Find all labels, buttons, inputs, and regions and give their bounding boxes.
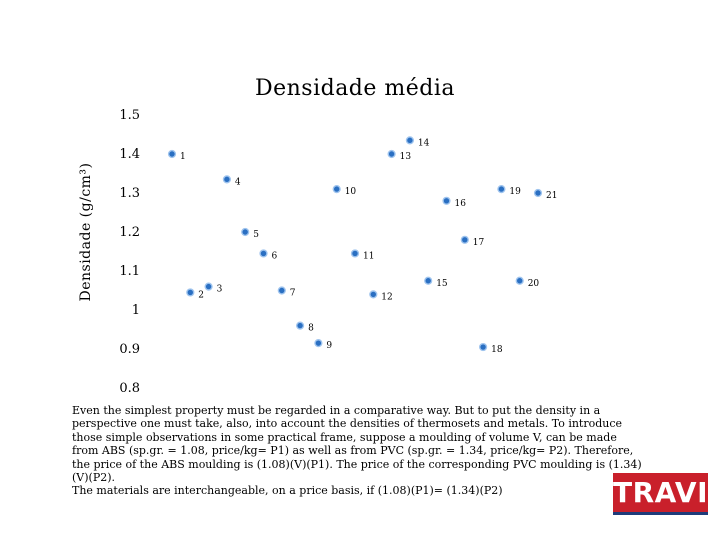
y-tick-label: 1.4 [119, 147, 140, 162]
data-point-label: 16 [455, 199, 467, 209]
data-point-label: 12 [381, 292, 392, 302]
data-point-marker [222, 175, 232, 184]
data-point: 15 [424, 276, 448, 289]
data-point-label: 19 [509, 187, 521, 197]
data-point: 19 [497, 185, 521, 197]
data-point-label: 2 [198, 290, 204, 300]
data-point: 14 [405, 136, 430, 148]
y-tick-label: 0.8 [119, 381, 140, 396]
data-point-marker [387, 149, 396, 159]
data-point-marker [369, 290, 378, 299]
data-point: 16 [442, 196, 467, 209]
data-point-marker [350, 249, 360, 258]
data-point: 2 [186, 288, 204, 300]
data-point: 18 [479, 342, 503, 355]
data-point-marker [296, 321, 305, 330]
data-point-label: 15 [436, 279, 448, 289]
data-point-marker [186, 288, 195, 297]
data-point-marker [497, 185, 506, 194]
data-point-marker [479, 342, 488, 352]
body-paragraph-2: The materials are interchangeable, on a … [72, 484, 503, 498]
data-point: 10 [332, 185, 357, 197]
y-tick-label: 1.2 [119, 225, 140, 240]
data-point: 1 [167, 149, 186, 162]
data-point-marker [277, 286, 286, 295]
y-tick-label: 1.1 [119, 264, 140, 279]
data-point: 8 [296, 321, 314, 334]
body-paragraph-1: Even the simplest property must be regar… [72, 404, 642, 485]
data-point-label: 18 [491, 345, 503, 355]
data-point: 13 [387, 149, 412, 162]
data-point-label: 4 [235, 177, 241, 187]
data-point: 21 [533, 188, 557, 201]
data-point: 4 [222, 175, 241, 187]
body-text: Even the simplest property must be regar… [72, 404, 642, 498]
data-point-label: 21 [546, 191, 557, 201]
data-point: 9 [314, 339, 332, 351]
data-point-marker [442, 196, 451, 205]
y-tick-label: 1.3 [119, 186, 140, 201]
data-point: 5 [241, 227, 259, 240]
travi-logo: TRAVI [613, 473, 708, 515]
data-point: 11 [350, 249, 374, 261]
data-point-marker [332, 185, 341, 194]
data-point-marker [259, 249, 268, 258]
data-point-label: 8 [308, 324, 314, 334]
data-point-marker [515, 276, 524, 285]
data-point-label: 11 [363, 251, 374, 261]
data-point: 3 [204, 282, 223, 295]
data-point: 7 [277, 286, 296, 299]
data-point-marker [424, 276, 433, 285]
data-point-label: 20 [528, 279, 540, 289]
data-point-marker [405, 136, 415, 145]
chart-title: Densidade média [254, 76, 456, 101]
data-point-marker [241, 227, 250, 237]
data-point-label: 13 [400, 152, 412, 162]
y-tick-label: 0.9 [119, 342, 140, 357]
data-point-marker [314, 339, 323, 348]
y-tick-label: 1.5 [119, 108, 140, 123]
data-point-marker [167, 149, 177, 159]
data-point: 6 [259, 249, 278, 261]
data-point: 12 [369, 290, 393, 302]
data-point-marker [460, 235, 469, 244]
data-point-label: 10 [345, 187, 357, 197]
data-point: 17 [460, 235, 485, 248]
data-point-label: 9 [326, 341, 332, 351]
data-point-label: 6 [272, 251, 278, 261]
data-point-label: 5 [253, 230, 259, 240]
y-tick-label: 1 [132, 303, 140, 318]
data-point-label: 14 [418, 138, 430, 148]
data-point-marker [533, 188, 543, 198]
data-point-label: 7 [290, 289, 296, 299]
data-point-marker [204, 282, 213, 291]
data-point-label: 1 [180, 152, 186, 162]
data-point: 20 [515, 276, 540, 289]
data-point-label: 3 [217, 285, 223, 295]
data-point-label: 17 [473, 238, 485, 248]
